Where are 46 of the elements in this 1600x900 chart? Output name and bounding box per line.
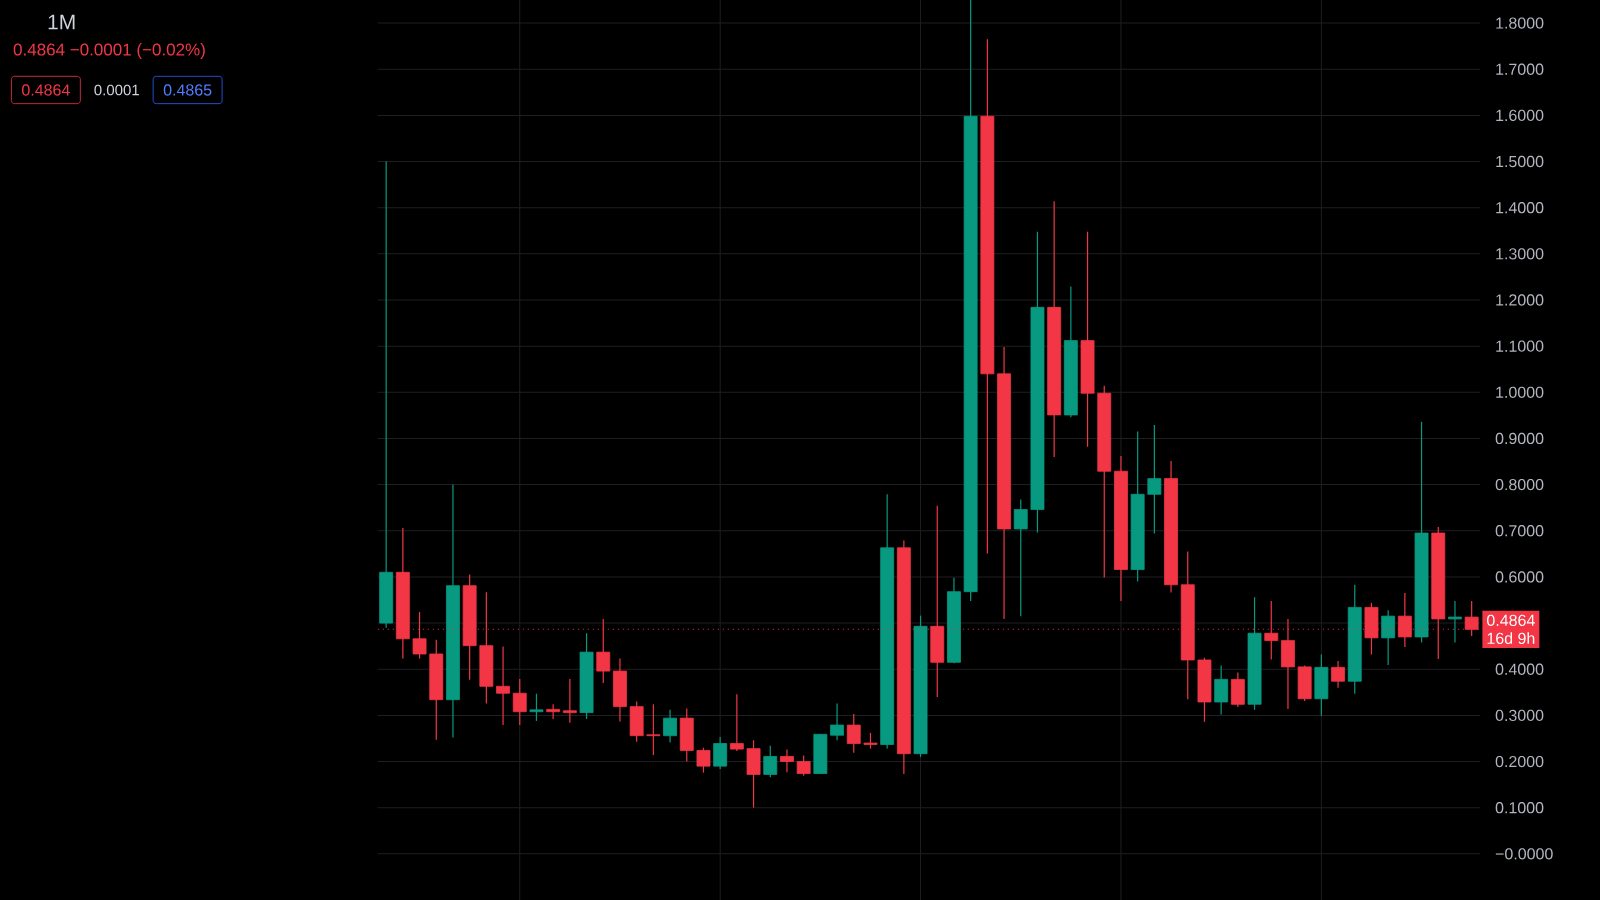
- y-tick-label: 1.0000: [1496, 386, 1544, 398]
- candlestick: [830, 702, 844, 741]
- y-tick-label: 0.2000: [1495, 755, 1544, 768]
- y-tick-label: 0.9000: [1495, 432, 1544, 445]
- text: 0.4865: [163, 84, 212, 96]
- candlestick: [729, 693, 744, 752]
- candlestick: [713, 736, 728, 770]
- candlestick: [529, 693, 544, 722]
- y-tick-label: 0.6000: [1495, 571, 1544, 583]
- candlestick: [696, 747, 711, 774]
- y-tick-label: −0.0000: [1495, 848, 1553, 860]
- y-tick-label: 1.5000: [1496, 155, 1544, 168]
- candlestick: [846, 713, 861, 754]
- text: 16d 9h: [1487, 632, 1535, 645]
- y-tick-label: 0.8000: [1495, 478, 1544, 491]
- y-tick-label: 1.8000: [1496, 17, 1544, 29]
- candlestick: [1331, 660, 1345, 689]
- candlestick: [763, 745, 778, 778]
- y-tick-label: 1.7000: [1496, 63, 1544, 75]
- y-tick-label: 0.1000: [1495, 802, 1544, 814]
- y-tick-label: 0.7000: [1495, 525, 1544, 537]
- text: 0.4864 −0.0001 (−0.02%): [13, 43, 205, 59]
- ref-line-label: 0.4864: [1487, 614, 1535, 627]
- candlestick: [796, 754, 811, 777]
- candlestick: [646, 703, 661, 756]
- text: 1M: [48, 14, 75, 30]
- candlestick: [1013, 498, 1028, 617]
- text: 0.0001: [94, 84, 139, 96]
- candlestick: [496, 646, 510, 726]
- text: 0.4864: [22, 84, 70, 96]
- y-tick-label: 1.6000: [1496, 109, 1544, 122]
- candlestick: [1147, 424, 1162, 535]
- candlestick: [663, 709, 677, 744]
- y-tick-label: 1.4000: [1496, 202, 1544, 214]
- candlestick: [1214, 664, 1229, 716]
- y-tick-label: 0.4000: [1495, 663, 1544, 675]
- y-tick-label: 0.3000: [1495, 709, 1544, 722]
- candlestick: [1448, 600, 1462, 644]
- y-tick-label: 1.2000: [1496, 294, 1544, 306]
- y-tick-label: 1.1000: [1496, 340, 1544, 352]
- candlestick: [512, 678, 527, 726]
- candlestick: [1381, 609, 1396, 666]
- candlestick: [562, 678, 577, 724]
- y-tick-label: 1.3000: [1496, 248, 1544, 260]
- candlestick: [379, 160, 394, 629]
- candlestick: [780, 748, 794, 773]
